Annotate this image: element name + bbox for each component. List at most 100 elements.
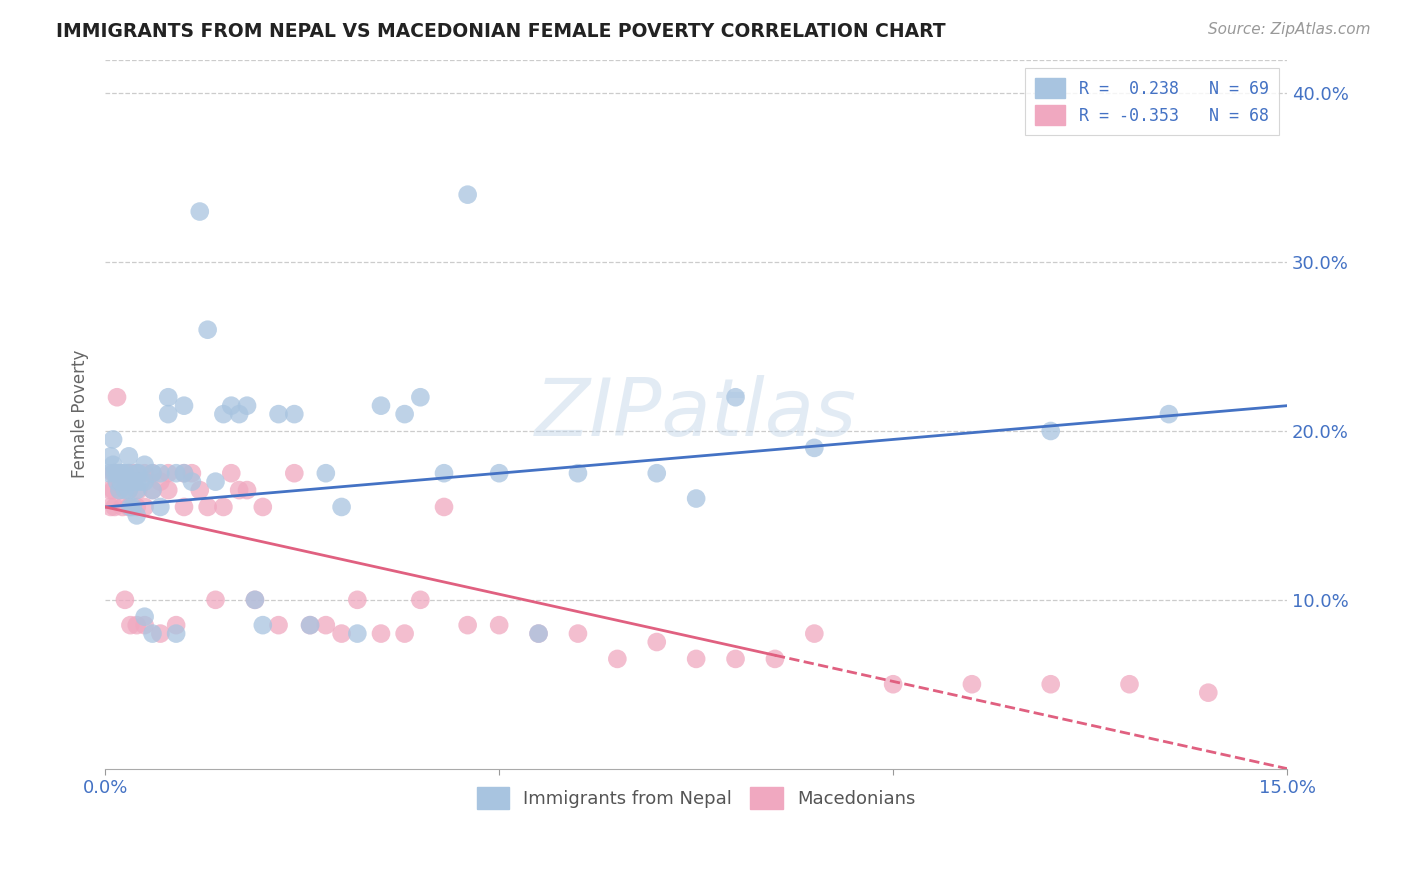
Point — [105, 467, 128, 481]
Point — [457, 618, 479, 632]
Point — [157, 390, 180, 404]
Point — [488, 467, 510, 481]
Point — [157, 407, 180, 421]
Point — [105, 390, 128, 404]
Point — [219, 399, 242, 413]
Point — [180, 467, 202, 481]
Point — [252, 500, 274, 514]
Point — [134, 475, 156, 489]
Point — [645, 467, 668, 481]
Point — [111, 467, 134, 481]
Point — [110, 475, 132, 489]
Point — [882, 677, 904, 691]
Point — [149, 626, 172, 640]
Point — [118, 450, 141, 464]
Point — [197, 323, 219, 337]
Point — [243, 592, 266, 607]
Point — [346, 626, 368, 640]
Point — [243, 592, 266, 607]
Point — [228, 407, 250, 421]
Point — [125, 508, 148, 523]
Y-axis label: Female Poverty: Female Poverty — [72, 350, 89, 478]
Text: IMMIGRANTS FROM NEPAL VS MACEDONIAN FEMALE POVERTY CORRELATION CHART: IMMIGRANTS FROM NEPAL VS MACEDONIAN FEMA… — [56, 22, 946, 41]
Point — [134, 500, 156, 514]
Point — [127, 467, 149, 481]
Point — [228, 483, 250, 497]
Point — [165, 626, 187, 640]
Point — [121, 500, 143, 514]
Point — [105, 475, 128, 489]
Point — [315, 618, 337, 632]
Point — [127, 483, 149, 497]
Point — [1039, 677, 1062, 691]
Point — [108, 483, 131, 497]
Point — [114, 467, 136, 481]
Point — [114, 592, 136, 607]
Point — [125, 483, 148, 497]
Point — [125, 475, 148, 489]
Point — [141, 467, 163, 481]
Point — [188, 204, 211, 219]
Point — [114, 483, 136, 497]
Point — [409, 390, 432, 404]
Point — [1157, 407, 1180, 421]
Point — [129, 475, 152, 489]
Point — [110, 467, 132, 481]
Point — [173, 399, 195, 413]
Legend: Immigrants from Nepal, Macedonians: Immigrants from Nepal, Macedonians — [470, 780, 922, 816]
Point — [236, 483, 259, 497]
Point — [121, 467, 143, 481]
Point — [118, 500, 141, 514]
Point — [1197, 686, 1219, 700]
Point — [173, 500, 195, 514]
Point — [212, 407, 235, 421]
Point — [370, 626, 392, 640]
Point — [134, 458, 156, 472]
Point — [960, 677, 983, 691]
Point — [111, 500, 134, 514]
Point — [104, 467, 127, 481]
Point — [433, 500, 456, 514]
Point — [98, 483, 121, 497]
Point — [165, 618, 187, 632]
Point — [98, 467, 121, 481]
Point — [457, 187, 479, 202]
Point — [527, 626, 550, 640]
Point — [803, 626, 825, 640]
Point — [101, 467, 124, 481]
Point — [118, 475, 141, 489]
Point — [299, 618, 322, 632]
Point — [125, 467, 148, 481]
Point — [236, 399, 259, 413]
Point — [141, 467, 163, 481]
Point — [645, 635, 668, 649]
Point — [134, 609, 156, 624]
Point — [141, 483, 163, 497]
Point — [567, 467, 589, 481]
Point — [141, 626, 163, 640]
Point — [267, 407, 290, 421]
Point — [125, 467, 148, 481]
Point — [204, 592, 226, 607]
Point — [267, 618, 290, 632]
Point — [370, 399, 392, 413]
Point — [149, 467, 172, 481]
Point — [330, 626, 353, 640]
Point — [488, 618, 510, 632]
Point — [141, 483, 163, 497]
Point — [118, 483, 141, 497]
Point — [606, 652, 628, 666]
Point — [394, 626, 416, 640]
Point — [315, 467, 337, 481]
Point — [567, 626, 589, 640]
Point — [685, 652, 707, 666]
Point — [197, 500, 219, 514]
Point — [149, 475, 172, 489]
Point — [134, 467, 156, 481]
Point — [188, 483, 211, 497]
Point — [101, 458, 124, 472]
Point — [110, 467, 132, 481]
Point — [118, 483, 141, 497]
Point — [157, 483, 180, 497]
Point — [108, 483, 131, 497]
